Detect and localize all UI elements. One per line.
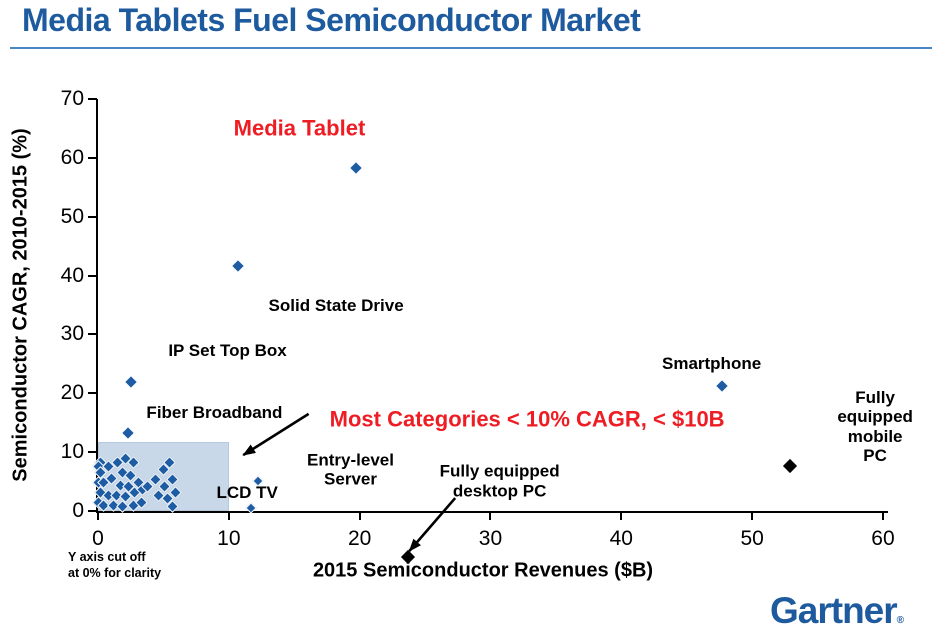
registered-mark: ®	[896, 615, 904, 626]
y-axis-title: Semiconductor CAGR, 2010-2015 (%)	[9, 128, 32, 482]
point-label-lcd-tv: LCD TV	[216, 482, 278, 502]
point-media-tablet	[350, 162, 362, 174]
x-tick-label-0: 0	[92, 527, 104, 550]
x-tick-50	[751, 511, 754, 520]
x-tick-20	[358, 511, 361, 520]
y-tick-10	[88, 451, 97, 454]
point-label-fully-equipped: Fully equipped desktop PC	[439, 461, 560, 500]
y-tick-label-20: 20	[60, 381, 84, 405]
x-tick-10	[227, 511, 230, 520]
x-tick-label-50: 50	[740, 527, 764, 550]
x-tick-0	[97, 511, 99, 520]
point-label-entry-level: Entry-level Server	[307, 450, 394, 489]
x-tick-label-10: 10	[217, 527, 241, 550]
x-tick-40	[620, 511, 623, 520]
point-fiber-broadband	[122, 427, 134, 439]
point-label-smartphone: Smartphone	[661, 354, 762, 374]
y-tick-label-30: 30	[60, 322, 84, 346]
y-tick-40	[88, 274, 97, 277]
y-tick-60	[88, 156, 97, 159]
y-tick-0	[88, 510, 97, 512]
point-label-ip-set-top-box: IP Set Top Box	[168, 341, 287, 361]
y-tick-50	[88, 215, 97, 218]
point-label-solid-state-drive: Solid State Drive	[268, 296, 404, 316]
point-label-fiber-broadband: Fiber Broadband	[146, 403, 283, 423]
point-smartphone	[716, 380, 728, 392]
y-tick-label-0: 0	[72, 499, 84, 522]
x-tick-label-20: 20	[347, 527, 372, 550]
point-label-media-tablet: Media Tablet	[233, 115, 366, 141]
point-ip-set-top-box	[125, 376, 137, 388]
x-axis-title: 2015 Semiconductor Revenues ($B)	[312, 559, 654, 582]
y-tick-label-50: 50	[60, 204, 84, 228]
x-axis-line	[96, 511, 888, 513]
gartner-logo-text: Gartner	[770, 590, 898, 631]
y-tick-label-40: 40	[60, 263, 84, 287]
y-tick-70	[88, 98, 97, 100]
point-fully-equipped-mobile-pc	[783, 459, 798, 474]
y-tick-label-70: 70	[60, 87, 84, 110]
page-title: Media Tablets Fuel Semiconductor Market	[22, 2, 641, 38]
y-axis-line	[96, 99, 98, 513]
x-tick-label-40: 40	[609, 527, 633, 550]
axis-note: Y axis cut off at 0% for clarity	[68, 550, 162, 580]
gartner-logo: Gartner®	[770, 590, 904, 632]
y-tick-30	[88, 333, 97, 336]
x-tick-30	[489, 511, 492, 520]
point-label-most-categories-10-cagr-10b: Most Categories < 10% CAGR, < $10B	[329, 406, 725, 432]
y-tick-20	[88, 392, 97, 395]
y-tick-label-60: 60	[60, 145, 84, 169]
y-tick-label-10: 10	[60, 440, 84, 464]
x-tick-label-30: 30	[478, 527, 503, 550]
x-tick-label-60: 60	[871, 527, 895, 550]
x-tick-60	[881, 511, 884, 520]
annotation-arrow-1	[408, 497, 457, 552]
point-solid-state-drive	[232, 259, 244, 272]
point-label-fully-equipped: Fully equipped mobile PC	[837, 387, 913, 466]
title-divider	[10, 47, 932, 49]
